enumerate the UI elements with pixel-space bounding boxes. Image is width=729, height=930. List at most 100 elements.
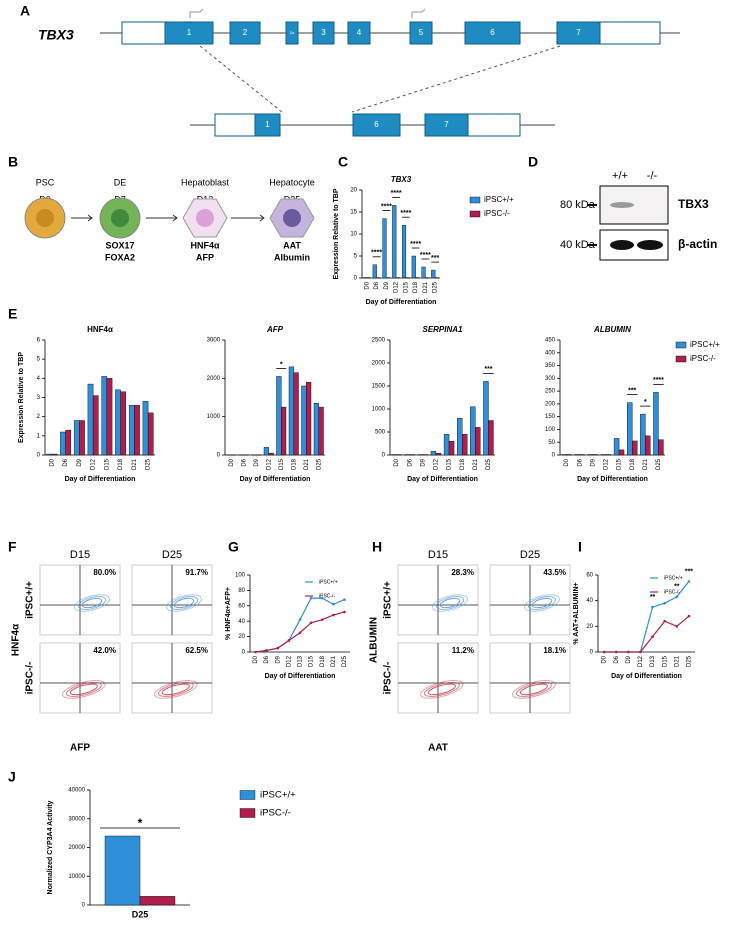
x-tick-label: D25: [656, 458, 662, 470]
point: [343, 611, 346, 614]
significance: **: [650, 594, 656, 601]
x-tick-label: D25: [132, 909, 149, 919]
point: [676, 625, 679, 628]
panel-label: H: [372, 539, 382, 555]
exon-label: 7: [444, 120, 449, 129]
stage-name: Hepatoblast: [181, 177, 230, 187]
y-axis-label: Expression Relative to TBP: [18, 352, 25, 443]
x-axis-label: Day of Differentiation: [407, 476, 478, 483]
bar: [129, 405, 134, 455]
y-tick-label: 5: [354, 254, 358, 260]
bar: [567, 454, 572, 455]
x-tick-label: D9: [626, 655, 632, 663]
percentage: 18.1%: [543, 646, 566, 655]
chart-title: TBX3: [391, 175, 412, 184]
point: [299, 618, 302, 621]
y-tick-label: 0: [242, 650, 246, 656]
y-tick-label: 20: [586, 624, 593, 630]
exon-label: 5: [419, 28, 424, 37]
utr: [215, 114, 255, 136]
bar: [640, 414, 645, 455]
bar: [373, 265, 377, 278]
y-tick-label: 80: [238, 588, 245, 594]
x-tick-label: D25: [146, 458, 152, 470]
nucleus: [36, 209, 54, 227]
legend-label: iPSC+/+: [484, 195, 514, 204]
column-label: D25: [162, 549, 182, 561]
y-tick-label: 50: [548, 440, 555, 446]
x-tick-label: D9: [275, 655, 281, 663]
bar: [580, 454, 585, 455]
bar: [79, 421, 84, 456]
x-tick-label: D6: [614, 655, 620, 663]
point: [332, 603, 335, 606]
significance: ****: [381, 203, 392, 210]
bar: [121, 392, 126, 455]
x-tick-label: D12: [266, 458, 272, 470]
y-tick-label: 1000: [372, 407, 386, 413]
significance: ****: [371, 250, 382, 257]
significance: ***: [484, 366, 492, 373]
promoter: [190, 9, 203, 18]
x-tick-label: D18: [320, 655, 326, 667]
bar: [277, 376, 282, 455]
x-tick-label: D6: [241, 458, 247, 466]
y-tick-label: 40: [238, 619, 245, 625]
point: [276, 647, 279, 650]
x-tick-label: D25: [687, 655, 693, 667]
significance: ****: [400, 210, 411, 217]
legend-label: iPSC-/-: [319, 593, 335, 599]
bar: [614, 438, 619, 455]
x-axis-label: Day of Differentiation: [366, 299, 437, 306]
x-tick-label: D12: [604, 458, 610, 470]
marker: AAT: [283, 240, 301, 250]
x-tick-label: D15: [104, 458, 110, 470]
y-tick-label: 10000: [68, 874, 85, 880]
bar: [449, 441, 454, 455]
y-tick-label: 200: [545, 401, 556, 407]
exon-label: 1: [265, 120, 270, 129]
x-tick-label: D21: [643, 458, 649, 470]
axis-label: ALBUMIN: [369, 617, 380, 663]
x-tick-label: D9: [384, 281, 390, 289]
legend-label: iPSC+/+: [260, 790, 296, 801]
gene-name: TBX3: [38, 27, 74, 43]
legend-key: [240, 791, 255, 800]
y-tick-label: 250: [545, 389, 556, 395]
chart-title: ALBUMIN: [593, 325, 631, 334]
bar: [606, 454, 611, 455]
bar: [392, 205, 396, 278]
stage-name: DE: [114, 177, 127, 187]
point: [288, 639, 291, 642]
protein: β-actin: [678, 237, 717, 251]
significance: ****: [653, 377, 664, 384]
x-tick-label: D21: [423, 281, 429, 293]
point: [310, 621, 313, 624]
bar: [314, 403, 319, 455]
bar: [264, 447, 269, 455]
x-tick-label: D15: [662, 655, 668, 667]
x-tick-label: D6: [407, 458, 413, 466]
bar: [645, 436, 650, 455]
x-tick-label: D0: [49, 458, 55, 466]
y-tick-label: 2500: [372, 338, 386, 344]
nucleus: [196, 209, 214, 227]
dashed: [200, 46, 282, 112]
band: [610, 240, 634, 250]
point: [254, 651, 257, 654]
x-axis-label: Day of Differentiation: [65, 476, 136, 483]
utr: [122, 22, 165, 44]
axis-label: AAT: [428, 743, 448, 754]
x-tick-label: D6: [374, 281, 380, 289]
x-tick-label: D15: [309, 655, 315, 667]
x-tick-label: D9: [77, 458, 83, 466]
y-tick-label: 2000: [207, 376, 221, 382]
band: [637, 240, 663, 250]
y-tick-label: 10: [350, 232, 357, 238]
y-tick-label: 6: [37, 338, 41, 344]
point: [639, 651, 642, 654]
exon-label: 7: [576, 28, 581, 37]
x-tick-label: D13: [650, 655, 656, 667]
x-tick-label: D25: [342, 655, 348, 667]
marker: Albumin: [274, 252, 310, 262]
